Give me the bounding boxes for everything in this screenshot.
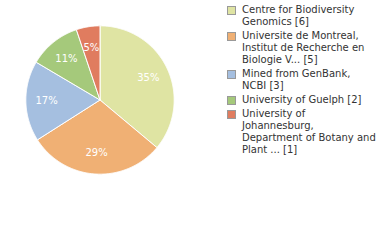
html-text:Centre for Biodiversity Genomi: Centre for Biodiversity Genomics [6]	[242, 4, 355, 27]
svg-text:5%: 5%	[83, 42, 99, 53]
html-text:University of Guelph [2]: University of Guelph [2]	[242, 94, 362, 105]
svg-text:29%: 29%	[85, 147, 107, 158]
html-text:Mined from GenBank, NCBI [3]: Mined from GenBank, NCBI [3]	[242, 68, 351, 91]
html-text:Universite de Montreal, Instit: Universite de Montreal, Institut de Rech…	[242, 30, 365, 65]
svg-text:17%: 17%	[35, 95, 57, 106]
svg-text:11%: 11%	[55, 53, 77, 64]
svg-text:35%: 35%	[137, 72, 159, 83]
html-text:University of Johannesburg, De: University of Johannesburg, Department o…	[242, 108, 376, 155]
